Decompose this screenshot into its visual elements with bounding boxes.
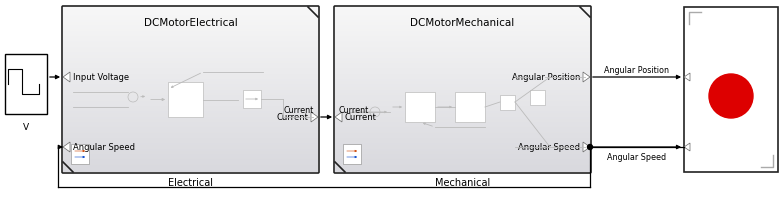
Bar: [405, 93, 435, 122]
Polygon shape: [63, 142, 70, 152]
Text: Input Voltage: Input Voltage: [73, 73, 129, 82]
Text: Angular Position: Angular Position: [512, 73, 580, 82]
Polygon shape: [311, 113, 318, 122]
Text: Angular Speed: Angular Speed: [608, 152, 666, 161]
Polygon shape: [583, 142, 590, 152]
Text: Current: Current: [276, 113, 308, 122]
Text: DCMotorElectrical: DCMotorElectrical: [143, 18, 238, 28]
Bar: [684, 8, 778, 172]
Text: DCMotorMechanical: DCMotorMechanical: [410, 18, 514, 28]
Polygon shape: [335, 113, 342, 122]
Text: Mechanical: Mechanical: [435, 177, 490, 187]
Text: Current: Current: [284, 105, 314, 115]
Bar: [243, 90, 261, 108]
Bar: [168, 83, 203, 117]
Polygon shape: [684, 143, 690, 151]
Circle shape: [709, 75, 753, 118]
Text: Angular Speed: Angular Speed: [518, 143, 580, 152]
Text: Current: Current: [339, 105, 369, 115]
Bar: [343, 144, 361, 164]
Polygon shape: [684, 74, 690, 82]
Polygon shape: [63, 73, 70, 83]
Polygon shape: [583, 73, 590, 83]
Bar: [500, 96, 515, 110]
Text: Current: Current: [345, 113, 377, 122]
Bar: [71, 144, 89, 164]
Text: Electrical: Electrical: [168, 177, 213, 187]
Circle shape: [587, 145, 593, 150]
Bar: [530, 90, 545, 105]
Text: V: V: [23, 122, 29, 131]
Text: Angular Speed: Angular Speed: [73, 143, 135, 152]
Bar: [455, 93, 485, 122]
Text: Angular Position: Angular Position: [604, 66, 670, 75]
Bar: [5, 55, 47, 115]
